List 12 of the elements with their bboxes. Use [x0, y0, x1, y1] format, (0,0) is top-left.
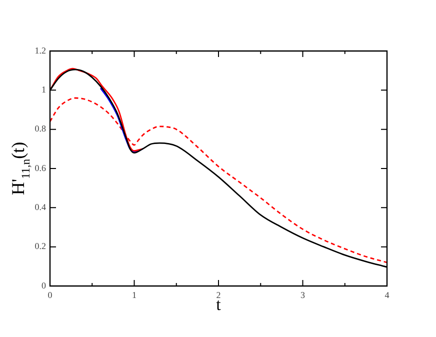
- x-tick-label: 4: [384, 290, 390, 300]
- x-tick-label: 2: [216, 290, 221, 300]
- y-tick-label: 0.4: [34, 202, 46, 212]
- x-tick-label: 1: [132, 290, 136, 300]
- y-tick-label: 0.8: [34, 124, 46, 134]
- y-tick-label: 0.2: [34, 241, 46, 252]
- y-tick-label: 1.2: [34, 45, 46, 56]
- y-tick-label: 0: [42, 280, 46, 290]
- x-tick-label: 3: [300, 290, 306, 300]
- y-axis-title: H'11,n(t): [8, 142, 32, 196]
- y-tick-label: 1: [42, 84, 46, 95]
- y-tick-label: 0.6: [34, 162, 46, 173]
